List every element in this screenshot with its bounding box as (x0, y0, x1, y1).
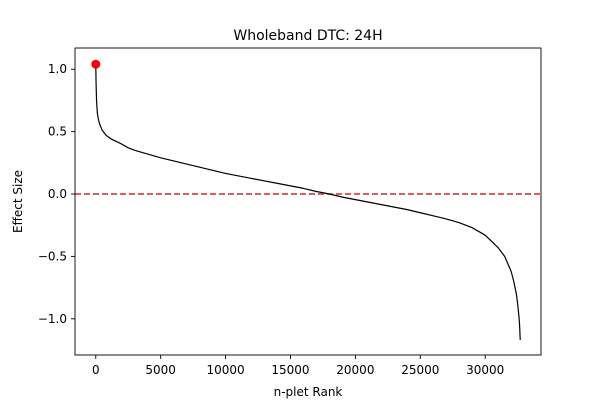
x-tick-label: 20000 (336, 363, 374, 377)
y-tick-label: 0.0 (48, 187, 67, 201)
x-tick-label: 0 (92, 363, 100, 377)
y-axis-title: Effect Size (11, 170, 25, 233)
x-tick-label: 5000 (145, 363, 176, 377)
effect-size-curve (95, 64, 521, 341)
x-tick-label: 15000 (271, 363, 309, 377)
x-tick-label: 25000 (401, 363, 439, 377)
plot-area: 0 5000 10000 15000 20000 25000 30000 1.0 0.5 0.0 −… (38, 47, 542, 377)
y-tick-label: 0.5 (48, 125, 67, 139)
axes-frame (74, 47, 542, 356)
y-tick-label: 1.0 (48, 62, 67, 76)
y-tick-label: −0.5 (38, 249, 67, 263)
x-tick-label: 30000 (466, 363, 504, 377)
x-tick-label: 10000 (206, 363, 244, 377)
max-effect-point (91, 59, 101, 69)
chart-title: Wholeband DTC: 24H (233, 28, 382, 44)
y-tick-label: −1.0 (38, 312, 67, 326)
x-axis-title: n-plet Rank (274, 385, 343, 399)
